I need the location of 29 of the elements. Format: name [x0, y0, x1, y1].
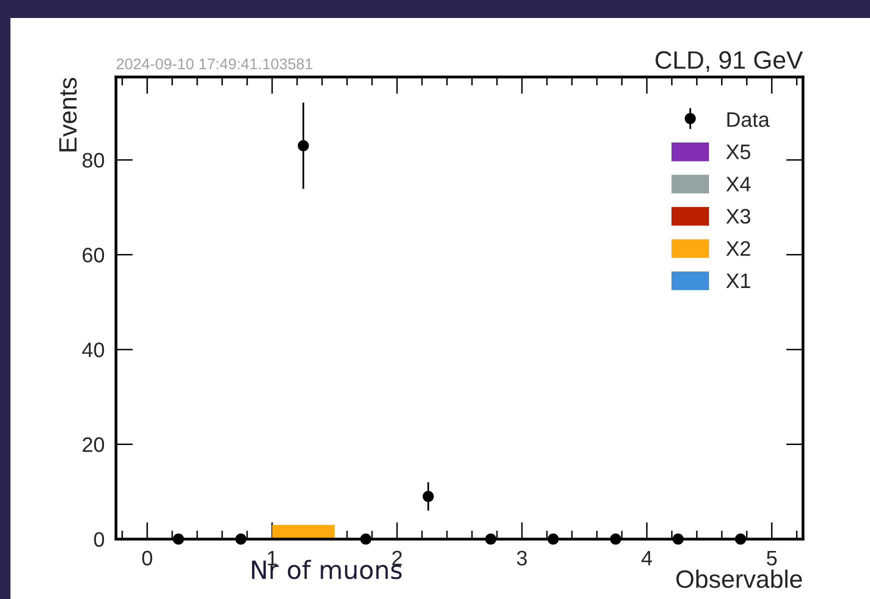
y-tick-label: 80 [82, 152, 104, 168]
legend-label: X2 [726, 241, 750, 256]
point [672, 534, 684, 545]
y-tick-label: 20 [82, 437, 104, 452]
legend-label: X4 [726, 176, 751, 192]
x-axis-title: Observable [676, 570, 802, 588]
point [360, 534, 372, 545]
y-axis-title: Events [59, 78, 77, 152]
point [298, 140, 309, 152]
text: 2024-09-10 17:49:41.103581 [116, 58, 312, 70]
point [172, 534, 184, 545]
chart-title: CLD, 91 GeV [656, 51, 803, 72]
point [610, 534, 622, 545]
point [235, 534, 246, 545]
legend-label: X5 [726, 144, 750, 160]
legend-label: X1 [726, 274, 750, 288]
point [548, 534, 559, 545]
y-tick-label: 60 [82, 248, 104, 262]
x-tick-label: 0 [142, 550, 152, 566]
x-tick-label: 4 [642, 550, 652, 566]
point [422, 490, 434, 502]
legend-label: X3 [726, 208, 750, 224]
y-tick-label: 40 [82, 342, 104, 358]
x-tick-label: 3 [516, 550, 527, 566]
legend-label: Data [727, 112, 770, 127]
y-tick-label: 0 [94, 532, 104, 547]
point [734, 534, 746, 545]
point [485, 534, 496, 545]
x-tick-label: 5 [766, 550, 777, 566]
